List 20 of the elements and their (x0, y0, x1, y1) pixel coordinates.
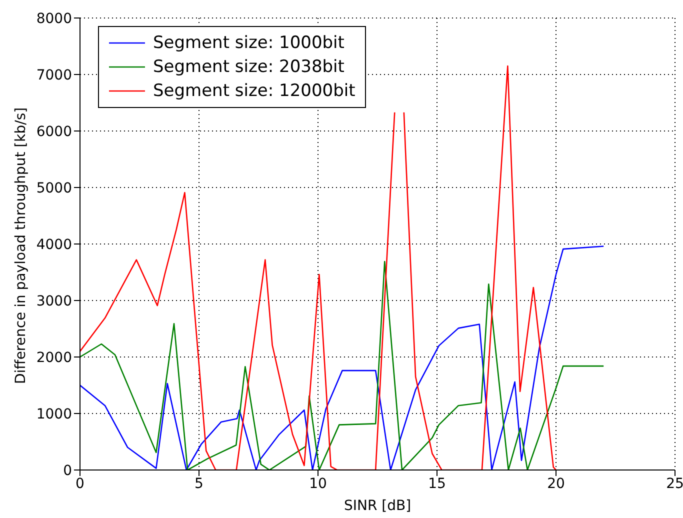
y-tick-label: 0 (63, 462, 72, 479)
legend-label: Segment size: 2038bit (153, 56, 344, 79)
y-tick-label: 5000 (36, 180, 72, 196)
y-axis-title: Difference in payload throughput [kb/s] (12, 107, 29, 384)
x-tick-label: 15 (428, 476, 446, 492)
y-tick-label: 1000 (36, 406, 72, 422)
y-tick-label: 4000 (36, 236, 72, 253)
y-tick-label: 7000 (36, 67, 72, 84)
y-tick-label: 8000 (36, 10, 72, 27)
y-tick-label: 3000 (36, 293, 72, 310)
x-axis-title: SINR [dB] (344, 498, 412, 514)
x-tick-label: 25 (666, 476, 683, 492)
x-tick-label: 0 (76, 476, 84, 492)
legend-label: Segment size: 12000bit (153, 80, 356, 103)
y-tick-label: 2000 (36, 350, 72, 366)
x-tick-label: 10 (309, 476, 327, 492)
x-tick-label: 5 (194, 476, 204, 492)
legend-label: Segment size: 1000bit (153, 32, 344, 55)
y-tick-label: 6000 (36, 124, 72, 140)
x-tick-label: 20 (547, 476, 565, 492)
